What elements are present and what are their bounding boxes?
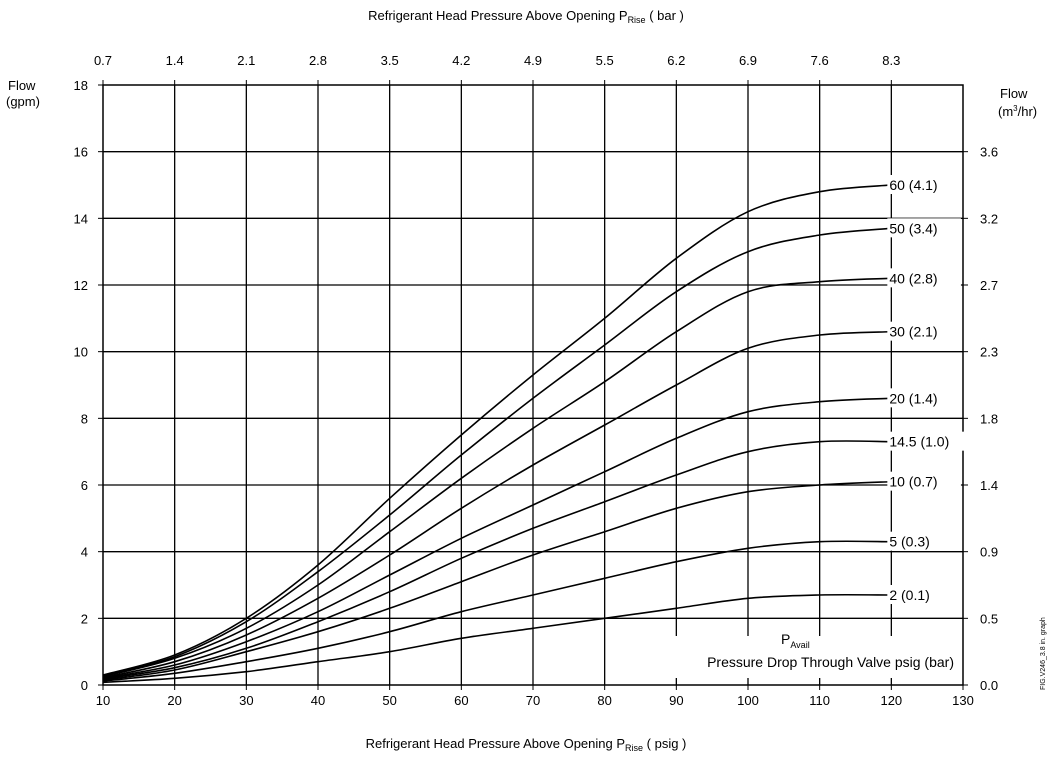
x-tick-label: 10 bbox=[96, 693, 110, 708]
right-tick-label: 0.5 bbox=[980, 611, 998, 626]
series-line-5 bbox=[102, 440, 892, 680]
x-tick-label: 90 bbox=[669, 693, 683, 708]
top-tick-label: 5.5 bbox=[596, 53, 614, 68]
curve-label-backdrop bbox=[887, 218, 961, 238]
series-line-0 bbox=[102, 184, 892, 676]
curve-label-backdrop bbox=[887, 531, 953, 551]
curve-label-backdrop bbox=[887, 431, 978, 451]
right-tick-label: 0.9 bbox=[980, 545, 998, 560]
chart-ticks: 10 20 30 40 50 60 70 80 90 100 110 120 130 0 2 4 6 8 10 12 1… bbox=[74, 53, 999, 708]
top-tick-label: 0.7 bbox=[94, 53, 112, 68]
left-axis-title-line2: (gpm) bbox=[6, 94, 40, 109]
x-tick-label: 50 bbox=[382, 693, 396, 708]
series-line-8 bbox=[102, 593, 892, 684]
curve-label: 60 (4.1) bbox=[889, 177, 937, 193]
curve-label: 14.5 (1.0) bbox=[889, 434, 949, 450]
left-axis-title-line1: Flow bbox=[8, 78, 36, 93]
y-tick-label: 4 bbox=[81, 545, 88, 560]
curve-label-backdrop bbox=[887, 585, 953, 604]
right-axis-title-line1: Flow bbox=[1000, 86, 1028, 101]
right-tick-label: 3.2 bbox=[980, 211, 998, 226]
y-tick-label: 16 bbox=[74, 145, 88, 160]
chart-series bbox=[102, 184, 892, 684]
x-tick-label: 20 bbox=[167, 693, 181, 708]
x-tick-label: 80 bbox=[597, 693, 611, 708]
top-tick-label: 6.2 bbox=[667, 53, 685, 68]
series-line-6 bbox=[102, 480, 892, 681]
y-tick-label: 10 bbox=[74, 345, 88, 360]
curve-label: 20 (1.4) bbox=[889, 390, 937, 406]
x-tick-label: 70 bbox=[526, 693, 540, 708]
right-tick-label: 3.6 bbox=[980, 145, 998, 160]
curve-label-backdrop bbox=[887, 175, 961, 194]
right-tick-label: 1.4 bbox=[980, 478, 998, 493]
top-tick-label: 4.9 bbox=[524, 53, 542, 68]
y-tick-label: 18 bbox=[74, 78, 88, 93]
x-tick-label: 110 bbox=[809, 693, 830, 708]
series-line-1 bbox=[102, 227, 892, 677]
top-tick-label: 2.8 bbox=[309, 53, 327, 68]
curve-labels: 60 (4.1) 50 (3.4) 40 (2.8) 30 (2.1) 20 (1.4)… bbox=[887, 175, 978, 604]
right-tick-label: 1.8 bbox=[980, 411, 998, 426]
x-tick-label: 120 bbox=[880, 693, 902, 708]
annotation-pressure-drop: Pressure Drop Through Valve psig (bar) bbox=[707, 654, 954, 670]
x-tick-label: 100 bbox=[737, 693, 759, 708]
bottom-axis-title: Refrigerant Head Pressure Above Opening … bbox=[366, 736, 687, 753]
x-tick-label: 40 bbox=[311, 693, 325, 708]
top-tick-label: 8.3 bbox=[882, 53, 900, 68]
curve-label: 50 (3.4) bbox=[889, 220, 937, 236]
side-note: FIG.V246_3.8 in. graph bbox=[1040, 617, 1047, 690]
curve-label: 5 (0.3) bbox=[889, 534, 929, 550]
curve-label: 30 (2.1) bbox=[889, 324, 937, 340]
series-line-4 bbox=[102, 397, 892, 680]
curve-label: 2 (0.1) bbox=[889, 587, 929, 603]
x-tick-label: 60 bbox=[454, 693, 468, 708]
y-tick-label: 12 bbox=[74, 278, 88, 293]
top-tick-label: 7.6 bbox=[811, 53, 829, 68]
right-tick-label: 0.0 bbox=[980, 678, 998, 693]
y-tick-label: 14 bbox=[74, 211, 88, 226]
top-tick-label: 2.1 bbox=[237, 53, 255, 68]
top-tick-label: 6.9 bbox=[739, 53, 757, 68]
right-tick-label: 2.3 bbox=[980, 345, 998, 360]
curve-label-backdrop bbox=[887, 388, 961, 408]
y-tick-label: 6 bbox=[81, 478, 88, 493]
x-tick-label: 130 bbox=[952, 693, 974, 708]
x-tick-label: 30 bbox=[239, 693, 253, 708]
top-axis-title: Refrigerant Head Pressure Above Opening … bbox=[368, 8, 684, 25]
curve-label-backdrop bbox=[887, 268, 961, 288]
curve-label: 10 (0.7) bbox=[889, 474, 937, 490]
right-tick-label: 2.7 bbox=[980, 278, 998, 293]
top-tick-label: 1.4 bbox=[166, 53, 184, 68]
series-line-3 bbox=[102, 330, 892, 679]
curve-label: 40 (2.8) bbox=[889, 270, 937, 286]
top-tick-label: 4.2 bbox=[452, 53, 470, 68]
curve-label-backdrop bbox=[887, 471, 961, 491]
right-axis-title-line2: (m3/hr) bbox=[998, 104, 1037, 119]
curve-label-backdrop bbox=[887, 321, 961, 341]
annotation-p-avail: PAvail bbox=[781, 631, 810, 650]
y-tick-label: 2 bbox=[81, 611, 88, 626]
y-tick-label: 0 bbox=[81, 678, 88, 693]
annotation-backdrop bbox=[665, 636, 960, 678]
series-line-2 bbox=[102, 277, 892, 678]
y-tick-label: 8 bbox=[81, 411, 88, 426]
series-line-7 bbox=[102, 540, 892, 682]
top-tick-label: 3.5 bbox=[381, 53, 399, 68]
